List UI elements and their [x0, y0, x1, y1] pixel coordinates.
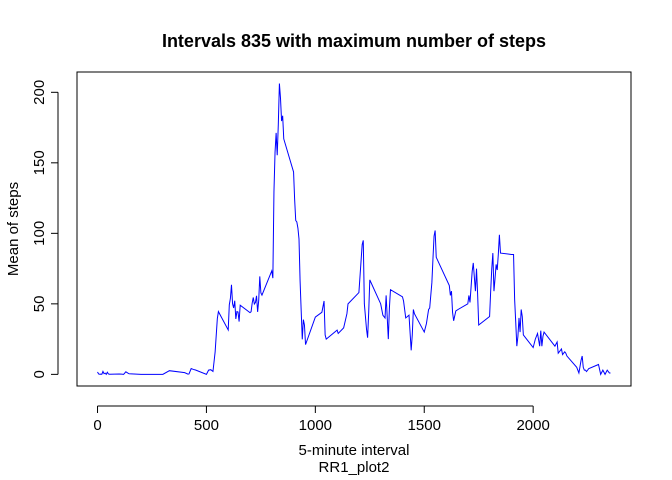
x-tick-label: 500	[194, 417, 219, 434]
x-tick-label: 2000	[516, 417, 549, 434]
y-tick-label: 150	[31, 150, 48, 175]
x-tick-label: 1500	[408, 417, 441, 434]
x-axis-label: 5-minute interval	[299, 442, 410, 459]
y-axis-label: Mean of steps	[5, 182, 22, 276]
y-tick-label: 100	[31, 221, 48, 246]
chart-title: Intervals 835 with maximum number of ste…	[162, 31, 546, 51]
plot-box	[76, 71, 632, 387]
y-tick-label: 0	[31, 370, 48, 378]
y-tick-label: 50	[31, 296, 48, 313]
subtitle: RR1_plot2	[319, 459, 390, 476]
data-line	[97, 83, 611, 376]
x-tick-label: 0	[93, 417, 101, 434]
x-tick-label: 1000	[299, 417, 332, 434]
y-tick-label: 200	[31, 80, 48, 105]
